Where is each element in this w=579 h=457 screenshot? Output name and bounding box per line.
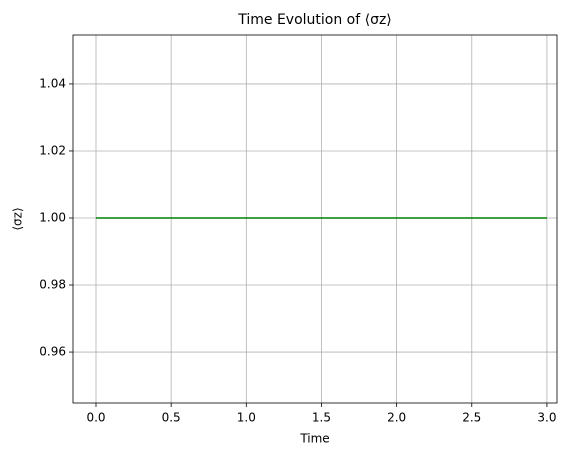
- y-tick-label: 0.96: [39, 345, 66, 359]
- y-tick-label: 0.98: [39, 278, 66, 292]
- x-tick-label: 1.5: [312, 411, 331, 425]
- plot-frame: [72, 34, 558, 404]
- y-tick-label: 1.04: [39, 76, 66, 90]
- x-tick-label: 2.0: [387, 411, 406, 425]
- x-tick-label: 0.0: [86, 411, 105, 425]
- y-tick-label: 1.00: [39, 210, 66, 224]
- x-tick-label: 0.5: [162, 411, 181, 425]
- y-axis-label: ⟨σz⟩: [11, 207, 25, 230]
- x-axis-label: Time: [299, 432, 329, 446]
- x-tick-label: 3.0: [537, 411, 556, 425]
- chart-title: Time Evolution of ⟨σz⟩: [237, 12, 392, 28]
- x-tick-label: 1.0: [237, 411, 256, 425]
- y-tick-label: 1.02: [39, 143, 66, 157]
- x-tick-label: 2.5: [462, 411, 481, 425]
